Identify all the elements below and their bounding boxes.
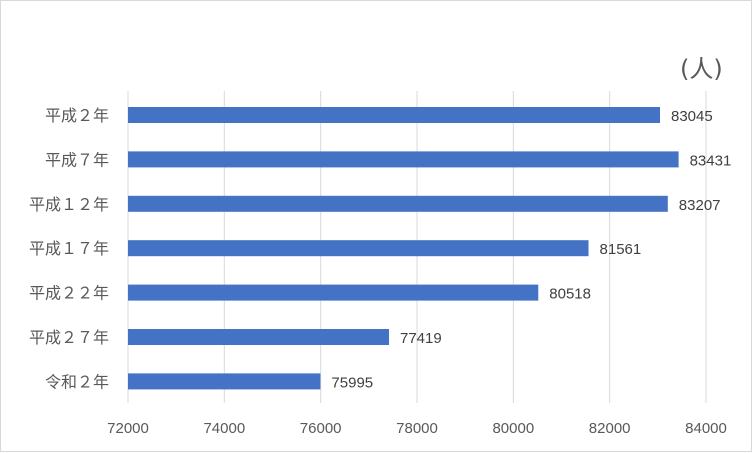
x-tick-label-1: 74000	[203, 420, 245, 437]
x-tick-label-2: 76000	[300, 420, 342, 437]
bar-2	[128, 195, 668, 212]
data-label-6: 75995	[331, 374, 373, 391]
x-tick-label-5: 82000	[589, 420, 631, 437]
category-label-3: 平成１７年	[29, 239, 109, 258]
bar-5	[128, 329, 390, 345]
category-label-4: 平成２２年	[29, 284, 109, 303]
bar-0	[128, 107, 661, 123]
unit-label: (人)	[680, 55, 723, 83]
x-tick-label-6: 84000	[685, 420, 727, 437]
data-label-2: 83207	[679, 197, 721, 214]
bar-3	[128, 240, 589, 257]
category-label-6: 令和２年	[45, 372, 109, 391]
x-tick-label-0: 72000	[107, 420, 149, 437]
x-tick-label-3: 78000	[396, 420, 438, 437]
bar-1	[128, 151, 679, 168]
x-tick-label-4: 80000	[492, 420, 534, 437]
data-label-3: 81561	[600, 241, 642, 258]
data-label-4: 80518	[549, 286, 591, 303]
bar-4	[128, 284, 539, 301]
bar-6	[128, 373, 321, 390]
category-label-1: 平成７年	[45, 150, 109, 169]
category-label-5: 平成２７年	[29, 328, 109, 347]
data-label-0: 83045	[671, 108, 713, 125]
data-label-5: 77419	[400, 330, 442, 347]
category-label-0: 平成２年	[45, 106, 109, 125]
data-label-1: 83431	[690, 152, 732, 169]
category-label-2: 平成１２年	[29, 195, 109, 214]
